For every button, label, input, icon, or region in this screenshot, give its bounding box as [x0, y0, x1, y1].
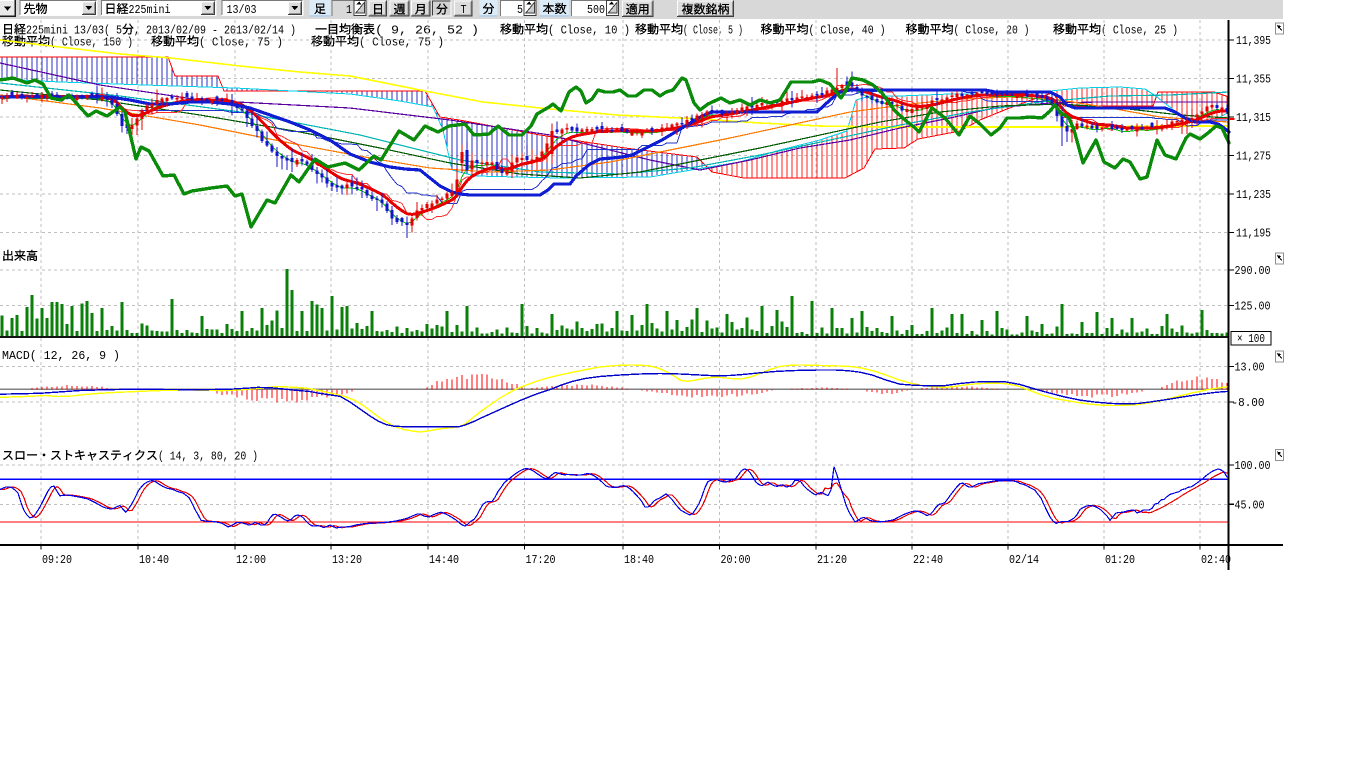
- svg-text:13.00: 13.00: [1235, 361, 1265, 375]
- svg-text:11,235: 11,235: [1236, 188, 1271, 202]
- svg-text:( Close, 25 ): ( Close, 25 ): [1101, 25, 1178, 38]
- svg-text:MACD( 12, 26, 9 ): MACD( 12, 26, 9 ): [2, 350, 120, 363]
- svg-text:( Close, 40 ): ( Close, 40 ): [809, 25, 886, 38]
- svg-text:01:20: 01:20: [1105, 553, 1135, 567]
- svg-text:09:20: 09:20: [42, 553, 72, 567]
- svg-text:( 9, 26, 52 ): ( 9, 26, 52 ): [375, 25, 479, 38]
- svg-text:T: T: [461, 3, 467, 17]
- svg-text:11,395: 11,395: [1236, 34, 1271, 48]
- svg-text:02/14: 02/14: [1009, 553, 1039, 567]
- svg-text:13/03: 13/03: [227, 4, 257, 17]
- svg-text:20:00: 20:00: [721, 553, 751, 567]
- svg-text:22:40: 22:40: [913, 553, 943, 567]
- svg-text:-8.00: -8.00: [1232, 396, 1265, 410]
- svg-text:45.00: 45.00: [1235, 498, 1265, 512]
- svg-text:( Close, 5 ): ( Close, 5 ): [683, 25, 743, 38]
- svg-text:1: 1: [346, 4, 352, 17]
- svg-text:14:40: 14:40: [429, 553, 459, 567]
- svg-text:11,355: 11,355: [1236, 73, 1271, 87]
- svg-text:( Close, 10 ): ( Close, 10 ): [548, 25, 630, 38]
- svg-text:11,315: 11,315: [1236, 111, 1271, 125]
- svg-text:17:20: 17:20: [526, 553, 556, 567]
- svg-text:225mini: 225mini: [129, 4, 171, 17]
- svg-text:( 14, 3, 80, 20 ): ( 14, 3, 80, 20 ): [158, 451, 258, 464]
- svg-text:02:40: 02:40: [1201, 553, 1231, 567]
- svg-text:× 100: × 100: [1237, 333, 1265, 346]
- svg-text:11,275: 11,275: [1236, 150, 1271, 164]
- svg-text:10:40: 10:40: [139, 553, 169, 567]
- svg-text:, 2013/02/09 - 2013/02/14 ): , 2013/02/09 - 2013/02/14 ): [134, 25, 296, 38]
- svg-text:11,195: 11,195: [1236, 227, 1271, 241]
- svg-text:500: 500: [587, 4, 605, 17]
- svg-text:18:40: 18:40: [624, 553, 654, 567]
- svg-text:( Close, 150 ): ( Close, 150 ): [50, 37, 133, 50]
- svg-text:( Close, 20 ): ( Close, 20 ): [954, 25, 1030, 38]
- svg-text:290.00: 290.00: [1235, 264, 1271, 278]
- svg-text:225mini 13/03( 5: 225mini 13/03( 5: [26, 25, 122, 38]
- svg-text:125.00: 125.00: [1235, 300, 1271, 314]
- svg-text:12:00: 12:00: [236, 553, 266, 567]
- svg-text:( Close, 75 ): ( Close, 75 ): [359, 37, 444, 50]
- svg-text:5: 5: [517, 4, 523, 17]
- svg-text:100.00: 100.00: [1235, 459, 1271, 473]
- svg-text:13:20: 13:20: [332, 553, 362, 567]
- svg-text:( Close, 75 ): ( Close, 75 ): [199, 37, 283, 50]
- svg-text:21:20: 21:20: [817, 553, 847, 567]
